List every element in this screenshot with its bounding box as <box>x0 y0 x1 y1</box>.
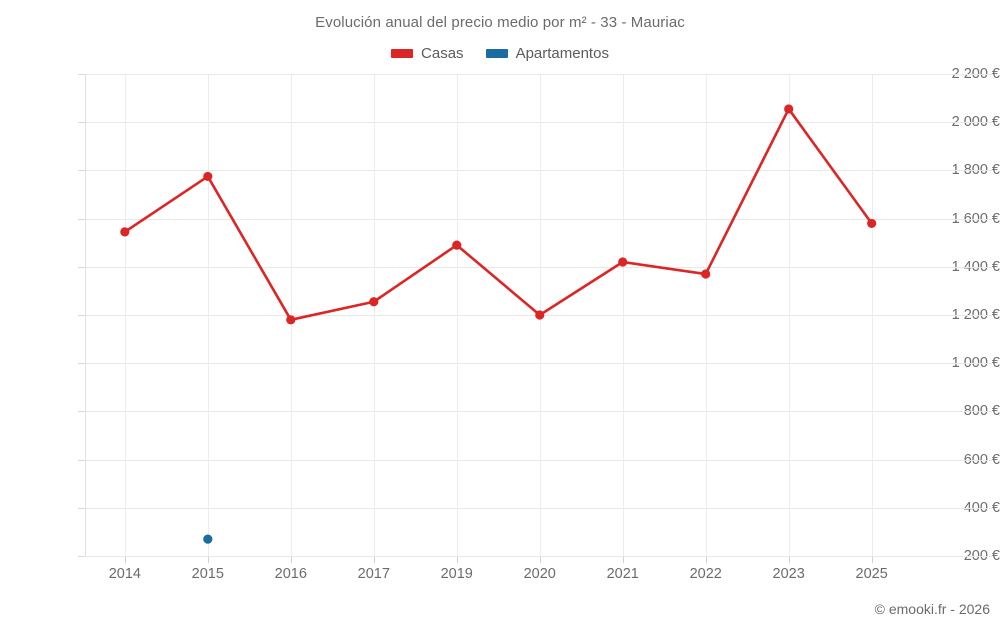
gridline-horizontal <box>85 411 992 413</box>
legend-label-apartamentos: Apartamentos <box>515 45 609 62</box>
x-axis-tick-label: 2023 <box>772 566 805 582</box>
x-axis-tick-mark <box>124 556 126 563</box>
plot-area <box>85 74 992 557</box>
data-point[interactable] <box>701 269 711 279</box>
gridline-vertical <box>705 74 707 556</box>
data-point[interactable] <box>286 315 296 325</box>
x-axis-tick-label: 2021 <box>606 566 639 582</box>
data-point[interactable] <box>618 257 628 267</box>
legend-swatch-apartamentos <box>485 49 508 58</box>
x-axis-tick-label: 2016 <box>274 566 307 582</box>
x-axis-tick-label: 2017 <box>357 566 390 582</box>
y-axis-tick-mark <box>78 315 85 316</box>
gridline-vertical <box>207 74 209 556</box>
gridline-horizontal <box>85 218 992 220</box>
gridline-vertical <box>788 74 790 556</box>
gridline-horizontal <box>85 122 992 124</box>
y-axis-tick-mark <box>78 218 85 220</box>
data-point[interactable] <box>867 218 877 229</box>
x-axis-tick-mark <box>788 556 790 563</box>
footer-credit: © emooki.fr - 2026 <box>874 601 990 617</box>
x-axis-tick-mark <box>539 556 541 563</box>
x-axis-tick-label: 2014 <box>108 566 141 582</box>
gridline-horizontal <box>85 507 992 509</box>
gridline-vertical <box>124 74 126 556</box>
series-line-casas <box>123 107 873 322</box>
gridline-horizontal <box>85 170 992 172</box>
y-axis-tick-mark <box>78 363 85 365</box>
chart-title: Evolución anual del precio medio por m² … <box>315 14 685 31</box>
data-point[interactable] <box>203 534 213 544</box>
gridline-horizontal <box>85 459 992 461</box>
y-axis-tick-mark <box>78 411 85 413</box>
y-axis-tick-mark <box>78 74 85 75</box>
y-axis-tick-mark <box>78 122 85 124</box>
x-axis-tick-label: 2019 <box>440 566 473 582</box>
x-axis-tick-label: 2022 <box>689 566 722 582</box>
x-axis-tick-label: 2020 <box>523 566 556 582</box>
y-axis-tick-mark <box>78 170 85 172</box>
y-axis-tick-mark <box>78 556 85 557</box>
x-axis-tick-mark <box>705 556 707 563</box>
y-axis-tick-mark <box>78 266 85 268</box>
data-point[interactable] <box>535 310 545 320</box>
y-axis-tick-mark <box>78 507 85 509</box>
legend-item-casas[interactable]: Casas <box>391 45 464 62</box>
legend-item-apartamentos[interactable]: Apartamentos <box>485 45 609 62</box>
data-point[interactable] <box>203 171 213 182</box>
y-axis-tick-mark <box>78 459 85 461</box>
gridline-vertical <box>290 74 292 556</box>
gridline-horizontal <box>85 363 992 365</box>
x-axis-tick-mark <box>207 556 209 563</box>
data-point[interactable] <box>120 227 130 237</box>
x-axis-tick-mark <box>622 556 624 563</box>
gridline-vertical <box>456 74 458 556</box>
x-axis-tick-label: 2025 <box>855 566 888 582</box>
x-axis-tick-mark <box>871 556 873 563</box>
series-layer <box>120 104 877 544</box>
gridline-vertical <box>622 74 624 556</box>
x-axis-tick-mark <box>373 556 375 563</box>
x-axis-tick-mark <box>456 556 458 563</box>
y-axis-line <box>85 74 86 556</box>
chart-legend: Casas Apartamentos <box>0 45 1000 62</box>
gridline-horizontal <box>85 556 992 557</box>
x-axis-tick-mark <box>290 556 292 563</box>
data-point[interactable] <box>452 240 462 250</box>
gridline-horizontal <box>85 74 992 75</box>
gridline-horizontal <box>85 266 992 268</box>
legend-label-casas: Casas <box>421 45 464 62</box>
x-axis-tick-label: 2015 <box>191 566 224 582</box>
gridline-vertical <box>373 74 375 556</box>
data-point[interactable] <box>784 104 794 114</box>
legend-swatch-casas <box>391 49 414 58</box>
data-point[interactable] <box>369 297 379 307</box>
gridline-vertical <box>871 74 873 556</box>
